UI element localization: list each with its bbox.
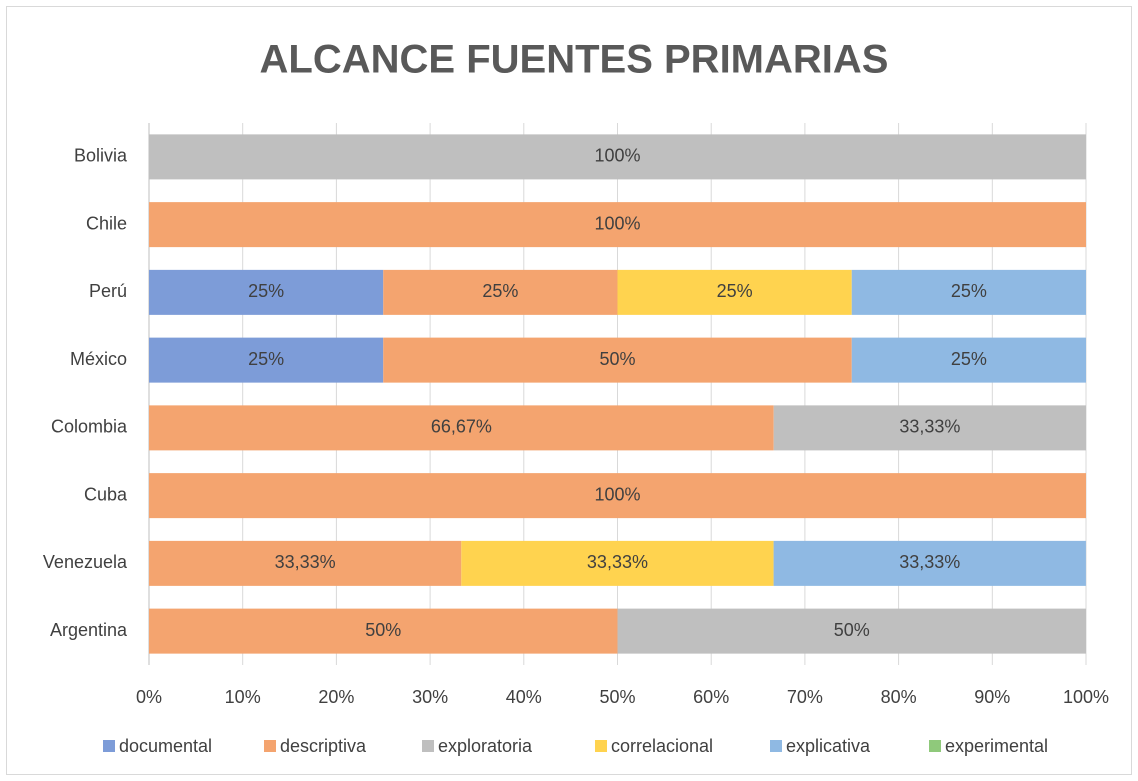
data-label: 50% [834, 620, 870, 640]
y-tick-label: Perú [89, 281, 127, 301]
bar-segment [617, 608, 1086, 654]
bar-segment [149, 269, 384, 315]
chart-title: ALCANCE FUENTES PRIMARIAS [260, 38, 889, 82]
data-label: 100% [594, 146, 640, 166]
data-label: 66,67% [431, 417, 492, 437]
y-tick-label: Argentina [50, 620, 128, 640]
x-tick-label: 60% [693, 687, 729, 707]
x-tick-label: 70% [787, 687, 823, 707]
data-label: 33,33% [899, 417, 960, 437]
legend-label: experimental [945, 736, 1048, 756]
legend-label: exploratoria [438, 736, 533, 756]
legend-label: documental [119, 736, 212, 756]
y-tick-label: México [70, 349, 127, 369]
data-label: 100% [594, 213, 640, 233]
bar-segment [149, 540, 462, 586]
bar-segment [149, 337, 384, 383]
data-label: 100% [594, 484, 640, 504]
x-tick-label: 90% [974, 687, 1010, 707]
legend-swatch [264, 740, 276, 752]
legend-swatch [595, 740, 607, 752]
bar-segment [149, 473, 1086, 519]
y-tick-label: Bolivia [74, 146, 128, 166]
x-tick-label: 80% [881, 687, 917, 707]
x-tick-label: 50% [599, 687, 635, 707]
bar-segment [617, 269, 852, 315]
y-tick-label: Colombia [51, 417, 128, 437]
data-label: 25% [951, 281, 987, 301]
chart-border [6, 6, 1132, 775]
data-label: 50% [365, 620, 401, 640]
data-label: 33,33% [275, 552, 336, 572]
legend-swatch [770, 740, 782, 752]
legend-swatch [422, 740, 434, 752]
bar-segment [851, 269, 1086, 315]
data-label: 25% [482, 281, 518, 301]
legend-label: correlacional [611, 736, 713, 756]
legend-label: descriptiva [280, 736, 367, 756]
x-tick-label: 10% [225, 687, 261, 707]
x-tick-label: 30% [412, 687, 448, 707]
x-tick-label: 100% [1063, 687, 1109, 707]
data-label: 25% [248, 349, 284, 369]
bar-segment [149, 608, 618, 654]
bar-segment [149, 134, 1086, 180]
bar-segment [773, 405, 1086, 451]
bar-segment [461, 540, 774, 586]
y-tick-label: Cuba [84, 484, 128, 504]
legend-label: explicativa [786, 736, 871, 756]
data-label: 25% [248, 281, 284, 301]
data-label: 25% [717, 281, 753, 301]
bar-segment [149, 405, 774, 451]
data-label: 33,33% [899, 552, 960, 572]
x-tick-label: 40% [506, 687, 542, 707]
x-tick-label: 0% [136, 687, 162, 707]
data-label: 50% [599, 349, 635, 369]
legend-swatch [929, 740, 941, 752]
bar-segment [851, 337, 1086, 383]
y-tick-label: Chile [86, 213, 127, 233]
data-label: 25% [951, 349, 987, 369]
x-tick-label: 20% [318, 687, 354, 707]
y-tick-label: Venezuela [43, 552, 128, 572]
legend-swatch [103, 740, 115, 752]
bar-segment [383, 337, 852, 383]
bar-segment [149, 202, 1086, 248]
bar-segment [773, 540, 1086, 586]
bar-segment [383, 269, 618, 315]
data-label: 33,33% [587, 552, 648, 572]
